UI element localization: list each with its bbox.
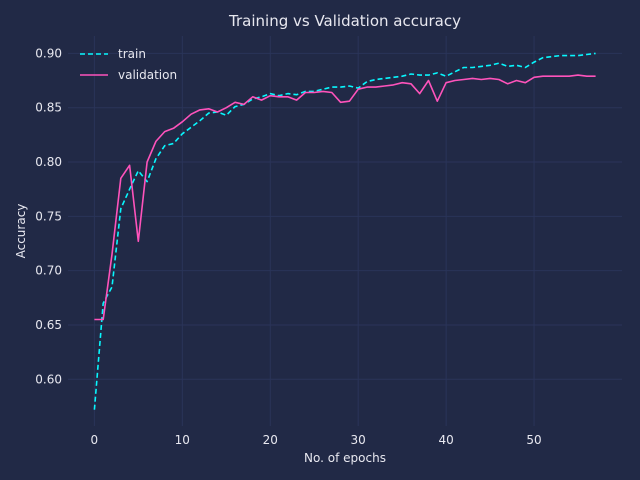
y-tick-label: 0.70 — [35, 264, 62, 278]
x-tick-label: 40 — [438, 433, 453, 447]
x-axis-label: No. of epochs — [304, 451, 386, 465]
tick-labels: 0 10 20 30 40 50 0.60 0.65 0.70 0.75 0.80 0.85 0.90 — [35, 46, 541, 447]
x-tick-label: 20 — [263, 433, 278, 447]
x-tick-label: 30 — [351, 433, 366, 447]
x-tick-label: 10 — [175, 433, 190, 447]
x-tick-label: 50 — [526, 433, 541, 447]
y-tick-label: 0.80 — [35, 155, 62, 169]
legend-label-train: train — [118, 47, 146, 61]
chart-title: Training vs Validation accuracy — [228, 12, 461, 30]
y-tick-label: 0.75 — [35, 209, 62, 223]
legend-label-validation: validation — [118, 68, 177, 82]
series-line-train — [93, 52, 596, 410]
y-tick-label: 0.85 — [35, 101, 62, 115]
series-lines — [93, 52, 596, 410]
grid — [68, 36, 622, 426]
y-tick-label: 0.65 — [35, 318, 62, 332]
legend: train validation — [80, 47, 177, 82]
y-tick-label: 0.60 — [35, 372, 62, 386]
series-line-validation — [94, 74, 596, 321]
y-axis-label: Accuracy — [14, 204, 28, 259]
x-tick-label: 0 — [91, 433, 99, 447]
y-tick-label: 0.90 — [35, 46, 62, 60]
